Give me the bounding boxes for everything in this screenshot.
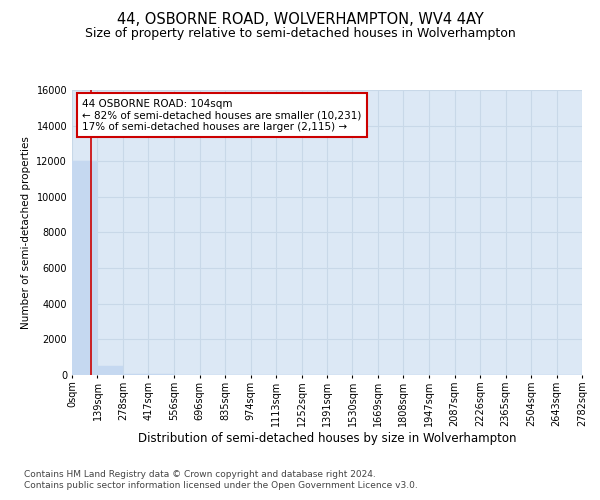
Bar <box>72 161 97 375</box>
X-axis label: Distribution of semi-detached houses by size in Wolverhampton: Distribution of semi-detached houses by … <box>138 432 516 444</box>
Y-axis label: Number of semi-detached properties: Number of semi-detached properties <box>21 136 31 329</box>
Bar <box>148 374 174 375</box>
Text: Contains HM Land Registry data © Crown copyright and database right 2024.: Contains HM Land Registry data © Crown c… <box>24 470 376 479</box>
Text: Size of property relative to semi-detached houses in Wolverhampton: Size of property relative to semi-detach… <box>85 28 515 40</box>
Text: 44 OSBORNE ROAD: 104sqm
← 82% of semi-detached houses are smaller (10,231)
17% o: 44 OSBORNE ROAD: 104sqm ← 82% of semi-de… <box>82 98 362 132</box>
Bar <box>97 366 123 375</box>
Text: 44, OSBORNE ROAD, WOLVERHAMPTON, WV4 4AY: 44, OSBORNE ROAD, WOLVERHAMPTON, WV4 4AY <box>116 12 484 28</box>
Text: Contains public sector information licensed under the Open Government Licence v3: Contains public sector information licen… <box>24 481 418 490</box>
Bar <box>123 374 148 375</box>
